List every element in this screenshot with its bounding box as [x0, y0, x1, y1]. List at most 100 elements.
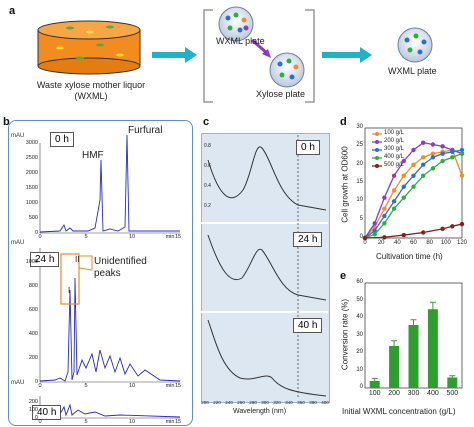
mau-unit-2: mAU [11, 240, 25, 246]
x-tick-label: 10 [128, 383, 136, 389]
bar [389, 346, 400, 388]
plot-frame [364, 127, 463, 239]
x-tick-label: 300 [261, 400, 269, 405]
data-point [421, 173, 426, 178]
data-point [382, 221, 387, 226]
y-tick-label: 400 [28, 331, 38, 337]
x-tick-label: 0 [38, 419, 42, 425]
spectrum-40h [207, 319, 327, 397]
y-tick-label: 0.4 [204, 183, 211, 189]
y-tick-label: 30 [356, 124, 363, 130]
legend-label: 500 g/L [384, 162, 405, 168]
data-point [421, 162, 426, 167]
legend-marker [375, 132, 379, 136]
data-point [430, 166, 436, 171]
panel-d-letter: d [340, 116, 347, 128]
x-tick-label: 10 [128, 234, 136, 240]
x-tick-label: 120 [456, 240, 468, 246]
x-tick-label: 100 [440, 240, 451, 246]
spectrum-24h [207, 234, 327, 301]
data-point [459, 147, 465, 153]
peak-furfural-label: Furfural [128, 125, 163, 136]
data-point [372, 232, 377, 237]
y-tick-label: 800 [28, 283, 38, 289]
wxml-plate-label: WXML plate [216, 36, 265, 46]
x-tick-label: 5 [84, 234, 88, 240]
arrow-icon [152, 47, 197, 63]
data-point [391, 199, 397, 204]
panel-b-frame [8, 120, 193, 426]
final-plate-icon [397, 27, 433, 63]
legend-marker [375, 164, 379, 168]
data-point [440, 151, 445, 156]
y-tick-label: 0 [359, 384, 363, 390]
y-tick-label: 2500 [25, 155, 38, 161]
spectra-xlabel: Wavelength (nm) [233, 408, 287, 415]
y-tick-label: 0 [34, 230, 38, 236]
y-tick-label: 600 [28, 307, 38, 313]
bar [447, 377, 458, 388]
data-point [440, 226, 445, 232]
y-tick-label: 20 [356, 349, 363, 355]
data-point [401, 232, 406, 238]
x-tick-label: 100 [368, 390, 381, 397]
y-tick-label: 60 [356, 279, 363, 285]
data-point [362, 235, 368, 241]
y-tick-label: 1000 [25, 259, 38, 265]
panel-a-schematic [37, 6, 433, 103]
y-tick-label: 100 [28, 407, 38, 413]
y-tick-label: 200 [28, 355, 38, 361]
data-point [401, 184, 406, 189]
x-tick-label: 0 [38, 234, 42, 240]
x-tick-label: 340 [285, 400, 293, 405]
x-tick-label: 500 [446, 390, 459, 397]
peak-II-label: II [75, 255, 80, 264]
y-tick-label: 500 [28, 215, 38, 221]
data-point [421, 140, 426, 145]
data-point [391, 173, 397, 178]
x-tick-label: 5 [84, 383, 88, 389]
data-point [440, 144, 445, 149]
y-tick-label: 0.6 [204, 163, 211, 169]
spectra-label-24h: 24 h [293, 232, 323, 247]
y-tick-label: 25 [356, 142, 363, 149]
legend-marker [375, 148, 379, 152]
x-tick-label: 5 [84, 419, 88, 425]
data-point [411, 184, 416, 189]
y-tick-label: 40 [356, 314, 363, 320]
legend-label: 300 g/L [384, 146, 405, 152]
peak-hmf-label: HMF [82, 150, 104, 161]
spectra-label-0h: 0 h [296, 140, 320, 155]
y-tick-label: 0.8 [204, 143, 211, 149]
x-tick-label: 380 [309, 400, 317, 405]
x-tick-label: 15 [174, 383, 182, 389]
x-tick-label: 40 [393, 240, 401, 246]
x-tick-label: 260 [237, 400, 245, 405]
data-point [401, 173, 406, 178]
data-point [411, 147, 416, 153]
x-tick-label: 320 [273, 400, 281, 405]
y-tick-label: 30 [356, 331, 363, 338]
conversion-ylabel: Conversion rate (%) [340, 298, 350, 371]
data-point [401, 195, 406, 200]
conversion-xlabel: Initial WXML concentration (g/L) [342, 407, 456, 416]
wxml-plate-icon [218, 6, 254, 42]
arrow-icon [322, 47, 372, 63]
x-unit-label: min [165, 383, 175, 389]
data-point [421, 155, 426, 160]
waste-label: Waste xylose mother liquor (WXML) [36, 80, 146, 101]
data-point [382, 235, 387, 240]
peak-I-label: I [68, 286, 71, 295]
data-point [450, 149, 455, 155]
mau-unit-3: mAU [11, 380, 25, 386]
callout-label: Unidentified peaks [94, 256, 147, 279]
x-unit-label: min [165, 419, 175, 425]
waste-tank-icon [37, 20, 141, 75]
x-tick-label: 80 [426, 240, 433, 246]
trace-label-0h: 0 h [50, 132, 74, 147]
x-tick-label: 200 [388, 390, 400, 397]
callout-box [60, 253, 80, 305]
x-tick-label: 400 [321, 400, 329, 405]
legend-label: 100 g/L [384, 130, 405, 136]
mau-unit-1: mAU [11, 133, 25, 139]
